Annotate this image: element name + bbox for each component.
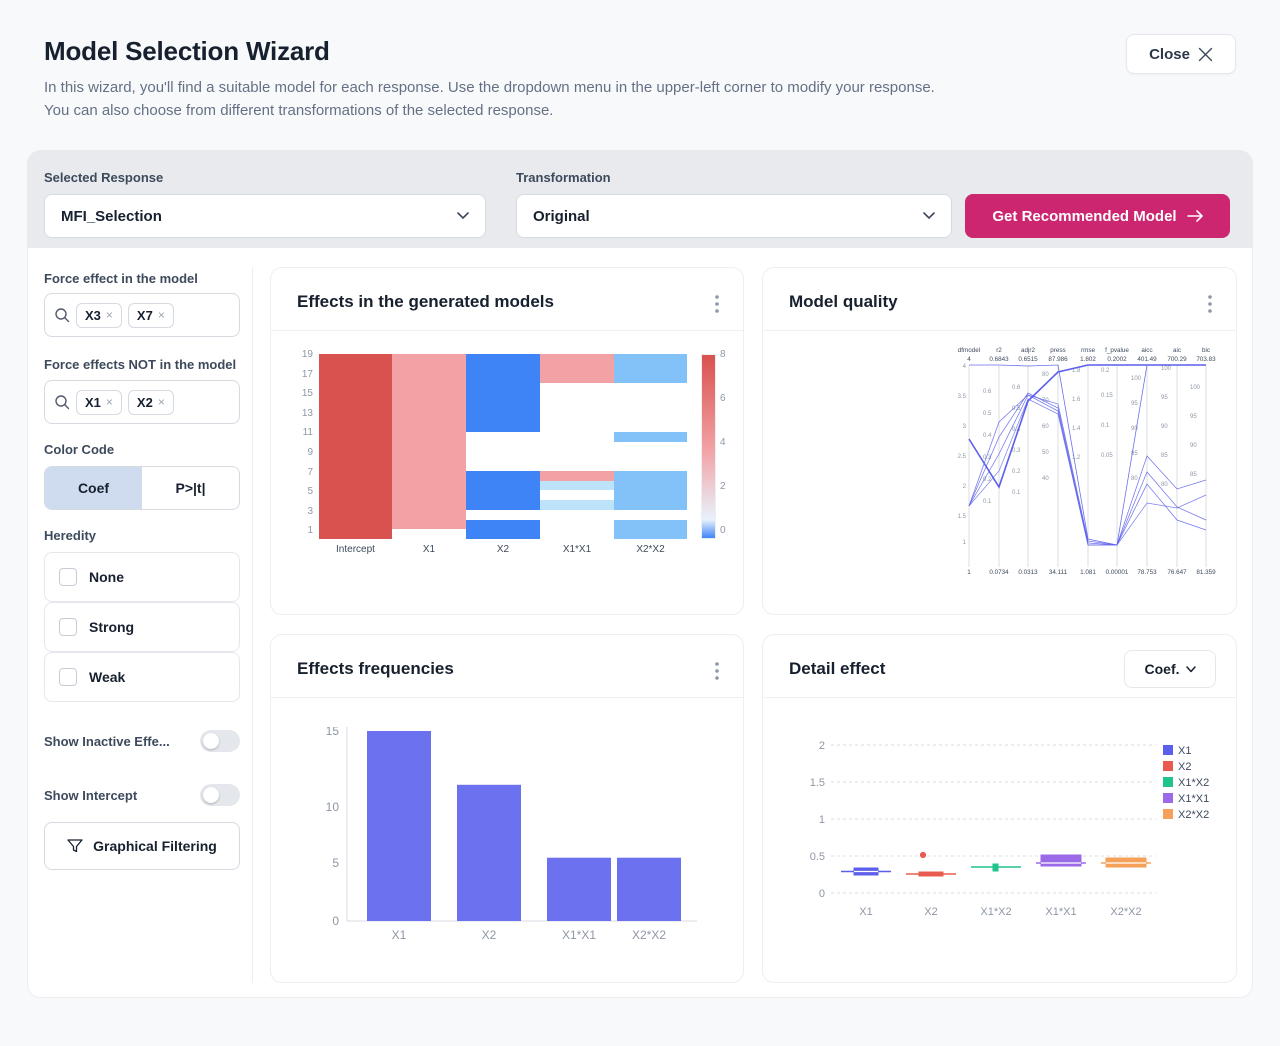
svg-text:10: 10 [326,800,340,814]
svg-text:78.753: 78.753 [1137,569,1157,576]
svg-text:X2: X2 [1178,761,1191,773]
svg-text:90: 90 [1131,426,1138,432]
svg-text:2: 2 [963,484,967,490]
svg-text:80: 80 [1042,372,1049,378]
svg-text:X1*X2: X1*X2 [980,906,1011,918]
svg-text:0.0313: 0.0313 [1018,569,1038,576]
svg-text:60: 60 [1042,424,1049,430]
svg-text:0: 0 [332,914,339,928]
svg-text:1.6: 1.6 [1072,397,1081,403]
svg-text:100: 100 [1161,366,1172,372]
svg-text:0.2002: 0.2002 [1107,356,1127,363]
svg-text:95: 95 [1190,414,1197,420]
svg-text:X1: X1 [1178,745,1191,757]
svg-text:3: 3 [963,424,967,430]
svg-text:X2*X2: X2*X2 [632,928,666,942]
svg-text:95: 95 [1161,395,1168,401]
svg-text:100: 100 [1190,385,1201,391]
svg-text:0.4: 0.4 [983,433,992,439]
svg-text:X1*X2: X1*X2 [1178,777,1209,789]
svg-text:X1*X1: X1*X1 [1178,793,1209,805]
svg-text:76.647: 76.647 [1167,569,1187,576]
svg-text:4: 4 [967,356,971,363]
svg-text:100: 100 [1131,376,1142,382]
svg-text:X1*X1: X1*X1 [1045,906,1076,918]
svg-text:401.49: 401.49 [1137,356,1157,363]
svg-text:0.1: 0.1 [1012,490,1021,496]
svg-text:dfmodel: dfmodel [958,347,980,354]
svg-text:0.2: 0.2 [1101,368,1110,374]
svg-text:1: 1 [967,569,971,576]
svg-text:40: 40 [1042,476,1049,482]
svg-text:95: 95 [1131,401,1138,407]
svg-text:81.359: 81.359 [1196,569,1216,576]
svg-text:85: 85 [1190,472,1197,478]
svg-text:1.5: 1.5 [810,777,825,789]
svg-text:0.1: 0.1 [1101,423,1110,429]
svg-text:0.2: 0.2 [1012,469,1021,475]
svg-text:bic: bic [1202,347,1210,354]
svg-text:2.5: 2.5 [958,454,967,460]
svg-text:0.1: 0.1 [983,499,992,505]
svg-text:0.05: 0.05 [1101,453,1113,459]
svg-text:700.29: 700.29 [1167,356,1187,363]
svg-text:adjr2: adjr2 [1021,347,1036,354]
svg-text:4: 4 [963,364,967,370]
svg-text:3.5: 3.5 [958,394,967,400]
svg-text:1.802: 1.802 [1080,356,1096,363]
svg-text:0.6843: 0.6843 [989,356,1009,363]
svg-text:X1: X1 [859,906,872,918]
svg-text:0: 0 [819,888,825,900]
svg-text:X2: X2 [482,928,497,942]
svg-text:703.83: 703.83 [1196,356,1216,363]
svg-text:0.5: 0.5 [983,411,992,417]
svg-text:90: 90 [1161,424,1168,430]
svg-text:aic: aic [1173,347,1181,354]
svg-text:r2: r2 [996,347,1002,354]
svg-text:aicc: aicc [1141,347,1152,354]
svg-text:2: 2 [819,740,825,752]
svg-text:0.6: 0.6 [983,389,992,395]
svg-text:85: 85 [1161,453,1168,459]
svg-text:50: 50 [1042,450,1049,456]
svg-text:1: 1 [819,814,825,826]
svg-text:0.6: 0.6 [1012,385,1021,391]
svg-text:0.6515: 0.6515 [1018,356,1038,363]
svg-text:rmse: rmse [1081,347,1095,354]
svg-text:0.00001: 0.00001 [1106,569,1129,576]
svg-text:f_pvalue: f_pvalue [1105,347,1129,354]
svg-text:87.986: 87.986 [1048,356,1068,363]
svg-text:15: 15 [326,727,340,738]
svg-text:X2: X2 [924,906,937,918]
svg-text:0.5: 0.5 [810,851,825,863]
svg-text:1.4: 1.4 [1072,426,1081,432]
svg-text:1: 1 [963,540,967,546]
svg-text:90: 90 [1190,443,1197,449]
svg-text:5: 5 [332,856,339,870]
svg-text:press: press [1050,347,1065,354]
svg-text:1.081: 1.081 [1080,569,1096,576]
svg-text:0.3: 0.3 [1012,448,1021,454]
svg-text:X1: X1 [392,928,407,942]
svg-text:X2*X2: X2*X2 [1110,906,1141,918]
svg-text:X2*X2: X2*X2 [1178,809,1209,821]
svg-text:80: 80 [1131,476,1138,482]
svg-text:X1*X1: X1*X1 [562,928,596,942]
svg-text:1.5: 1.5 [958,514,967,520]
svg-text:34.111: 34.111 [1049,569,1068,576]
svg-text:0.15: 0.15 [1101,393,1113,399]
svg-text:0.0734: 0.0734 [989,569,1009,576]
svg-text:80: 80 [1161,482,1168,488]
